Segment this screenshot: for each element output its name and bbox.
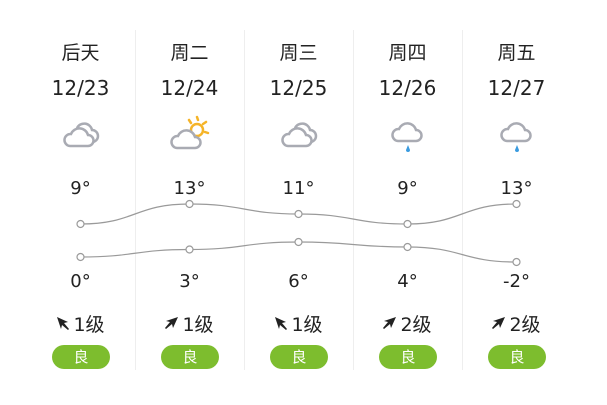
date-label: 12/25	[269, 76, 328, 100]
column-divider	[244, 30, 245, 370]
low-temp: 4°	[397, 271, 418, 292]
wind: 2级	[462, 310, 571, 337]
day-column: 后天 12/23 9° 0° 1级 良	[26, 30, 135, 370]
wind-direction-northeast-icon	[165, 313, 179, 335]
low-temp: 3°	[179, 271, 200, 292]
air-quality-badge[interactable]: 良	[488, 345, 546, 369]
column-divider	[353, 30, 354, 370]
air-quality-badge[interactable]: 良	[379, 345, 437, 369]
low-temp: 6°	[288, 271, 309, 292]
air-quality-badge[interactable]: 良	[161, 345, 219, 369]
day-column: 周二 12/24 13° 3° 1级 良	[135, 30, 244, 370]
date-label: 12/24	[160, 76, 219, 100]
column-divider	[462, 30, 463, 370]
wind-direction-northeast-icon	[492, 313, 506, 335]
high-temp-point	[294, 209, 303, 219]
wind: 2级	[353, 310, 462, 337]
high-temp: 9°	[70, 178, 91, 199]
high-temp-point	[403, 219, 412, 229]
day-label: 周二	[170, 42, 209, 64]
wind: 1级	[135, 310, 244, 337]
high-temp-point	[185, 199, 194, 209]
wind: 1级	[26, 310, 135, 337]
low-temp-point	[512, 257, 521, 267]
date-label: 12/23	[51, 76, 110, 100]
day-column: 周四 12/26 9° 4° 2级 良	[353, 30, 462, 370]
day-column: 周三 12/25 11° 6° 1级 良	[244, 30, 353, 370]
cloudy-icon	[278, 114, 320, 154]
high-temp-point	[76, 219, 85, 229]
date-label: 12/27	[487, 76, 546, 100]
low-temp: -2°	[503, 271, 530, 292]
low-temp: 0°	[70, 271, 91, 292]
wind-level: 2级	[509, 314, 541, 336]
wind-direction-northeast-icon	[383, 313, 397, 335]
day-label: 后天	[61, 42, 100, 64]
day-label: 周三	[279, 42, 318, 64]
date-label: 12/26	[378, 76, 437, 100]
day-label: 周五	[497, 42, 536, 64]
wind-level: 1级	[182, 314, 214, 336]
wind-level: 2级	[400, 314, 432, 336]
wind: 1级	[244, 310, 353, 337]
air-quality-badge[interactable]: 良	[52, 345, 110, 369]
high-temp: 9°	[397, 178, 418, 199]
high-temp: 13°	[173, 178, 206, 199]
high-temp: 13°	[500, 178, 533, 199]
air-quality-badge[interactable]: 良	[270, 345, 328, 369]
high-temp: 11°	[282, 178, 315, 199]
column-divider	[135, 30, 136, 370]
wind-direction-northwest-icon	[274, 313, 288, 335]
high-temp-point	[512, 199, 521, 209]
wind-level: 1级	[291, 314, 323, 336]
day-column: 周五 12/27 13° -2° 2级 良	[462, 30, 571, 370]
partly-sunny-icon	[169, 114, 211, 154]
low-temp-point	[185, 245, 194, 254]
wind-level: 1级	[73, 314, 105, 336]
low-temp-point	[403, 242, 412, 252]
light-rain-icon	[496, 114, 538, 154]
low-temp-point	[294, 237, 303, 247]
wind-direction-northwest-icon	[56, 313, 70, 335]
day-label: 周四	[388, 42, 427, 64]
low-temp-point	[76, 252, 85, 262]
light-rain-icon	[387, 114, 429, 154]
cloudy-icon	[60, 114, 102, 154]
